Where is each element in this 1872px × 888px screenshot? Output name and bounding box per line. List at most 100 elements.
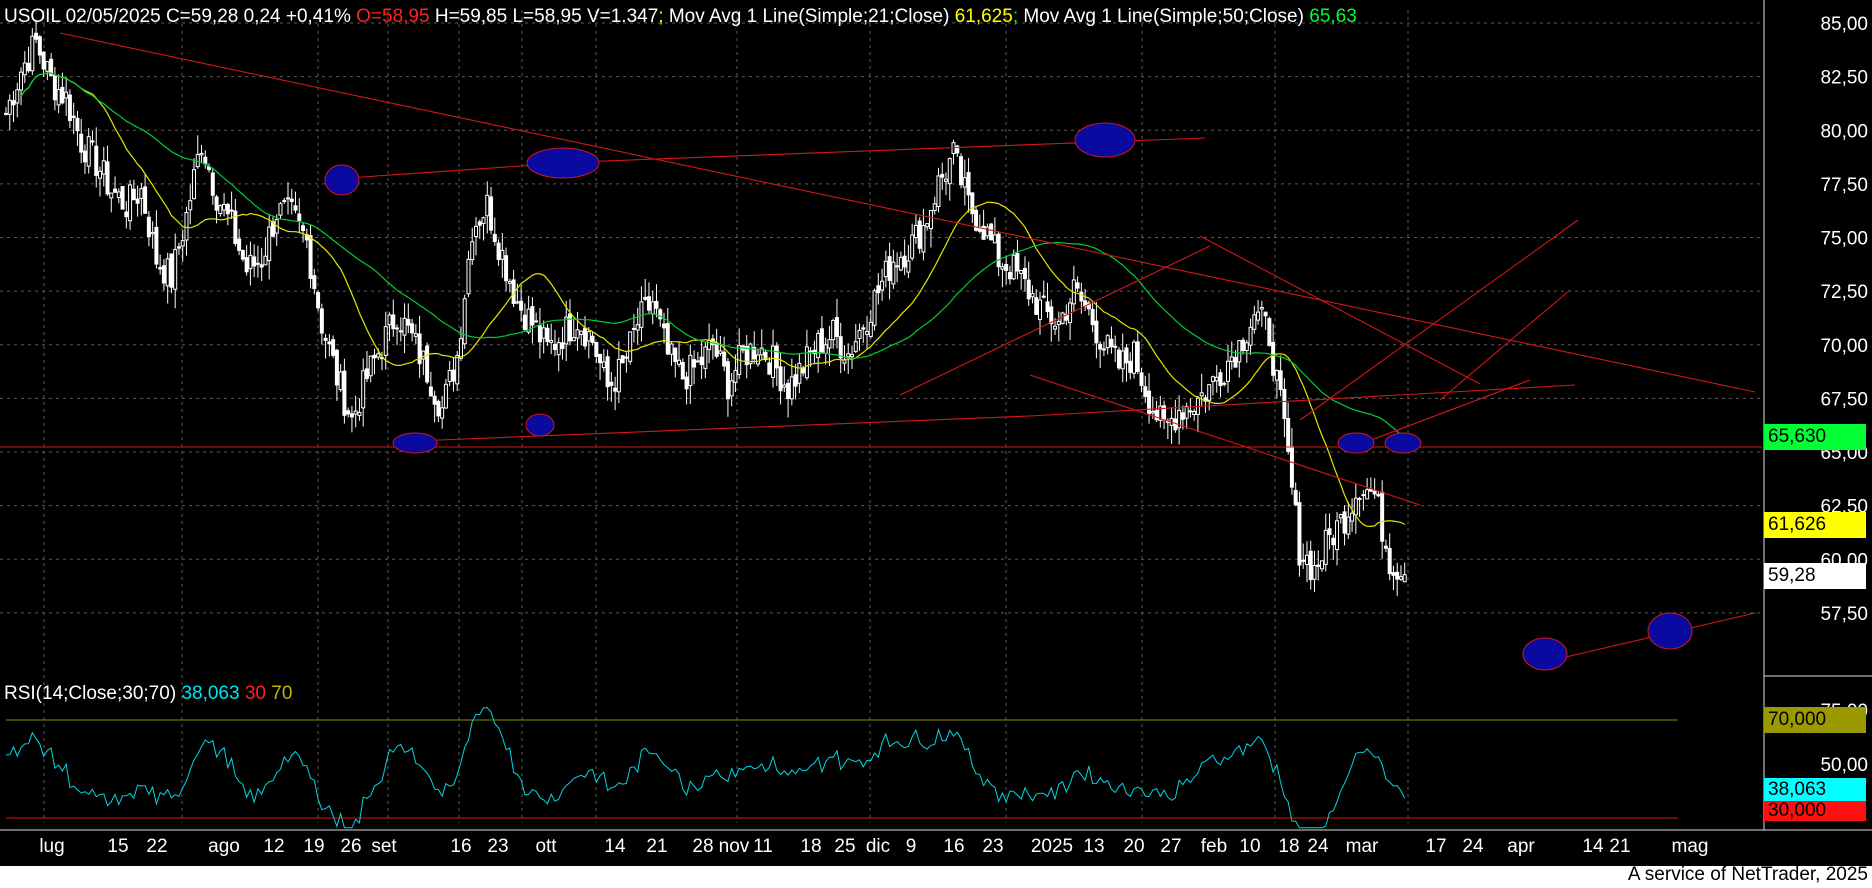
candle-body (188, 200, 193, 211)
candle-body (887, 256, 892, 282)
trendline (1199, 235, 1481, 385)
candle-body (282, 199, 287, 203)
candle-body (650, 301, 655, 315)
ma21-line (20, 72, 1405, 528)
candle-body (1218, 372, 1223, 387)
candle-body (4, 112, 8, 115)
candle-body (925, 223, 930, 228)
candle-body (1007, 272, 1012, 280)
candle-body (1086, 302, 1091, 310)
highlight-ellipse (526, 147, 600, 179)
candle-body (1113, 345, 1118, 348)
candle-body (1289, 446, 1294, 488)
candle-body (1180, 412, 1185, 420)
candle-body (105, 161, 110, 195)
candle-body (1263, 311, 1268, 317)
candle-body (270, 221, 275, 237)
candle-body (301, 225, 306, 232)
candle-body (985, 226, 990, 237)
candle-body (1293, 489, 1298, 506)
candle-body (413, 333, 418, 337)
candle-body (850, 353, 854, 358)
candle-body (1274, 370, 1279, 381)
candle-body (729, 380, 734, 397)
candle-body (1004, 263, 1009, 271)
candle-body (786, 382, 791, 399)
ma50-value: 65,63 (1309, 6, 1357, 27)
candle-body (248, 254, 253, 270)
candle-body (139, 188, 144, 199)
candle-body (906, 260, 911, 273)
candle-body (128, 184, 133, 222)
candle-body (1376, 493, 1381, 497)
candle-body (703, 346, 708, 369)
candle-body (443, 383, 448, 409)
candle-body (831, 319, 836, 341)
candle-body (853, 341, 858, 352)
candle-body (143, 186, 148, 214)
candle-body (466, 258, 471, 295)
x-tick-label: ago (208, 836, 240, 857)
trendline (414, 415, 1031, 442)
candle-body (11, 100, 16, 106)
candle-body (763, 351, 768, 361)
candle-body (203, 156, 208, 165)
candle-body (387, 314, 392, 326)
candle-body (357, 411, 362, 416)
candle-body (383, 326, 388, 356)
x-tick-label: apr (1507, 836, 1535, 857)
candle-body (865, 330, 870, 335)
candle-body (1308, 550, 1313, 581)
candle-body (1301, 559, 1306, 562)
candle-body (662, 323, 666, 329)
candle-body (797, 362, 802, 384)
candle-body (759, 347, 764, 356)
candle-body (353, 410, 358, 415)
ma21-tag: 61,626 (1764, 512, 1866, 538)
candle-body (1199, 392, 1204, 397)
candle-body (819, 328, 824, 354)
price-tick-label: 72,50 (1820, 282, 1868, 303)
candle-body (286, 197, 290, 200)
candle-body (1150, 411, 1155, 414)
candle-body (432, 395, 437, 405)
candle-body (49, 58, 54, 77)
rsi70-tag: 70,000 (1764, 707, 1866, 733)
candle-body (1128, 360, 1133, 373)
candle-body (410, 323, 415, 334)
candle-body (428, 386, 433, 397)
rsi-value: 38,063 (181, 683, 240, 704)
candle-body (1011, 254, 1016, 280)
candle-body (823, 344, 828, 354)
trendline (59, 32, 1756, 393)
candle-body (349, 413, 354, 418)
trendline (1299, 219, 1579, 421)
candle-body (936, 175, 941, 208)
candle-body (1094, 320, 1099, 344)
candle-body (169, 253, 174, 288)
x-tick-label: 20 (1123, 836, 1144, 857)
candle-body (218, 205, 223, 215)
x-tick-label: 11 (753, 836, 773, 857)
candle-body (263, 255, 268, 266)
candle-body (673, 347, 678, 363)
price-tick-label: 82,50 (1820, 68, 1868, 89)
candle-body (684, 376, 689, 390)
x-tick-label: 14 (1582, 836, 1604, 857)
candle-body (165, 258, 170, 287)
axes: 85,00 82,50 80,00 77,50 75,00 72,50 70,00 67,50… (0, 0, 1872, 857)
price-tick-label: 80,00 (1820, 121, 1868, 142)
candle-body (1064, 313, 1069, 321)
candle-body (714, 342, 719, 357)
candle-body (37, 36, 42, 56)
rsi-high: 70 (271, 683, 293, 704)
candle-body (477, 221, 482, 226)
candle-body (1395, 571, 1400, 580)
x-tick-label: 22 (146, 836, 167, 857)
candle-body (161, 265, 166, 284)
candle-body (184, 212, 189, 241)
x-tick-label: 23 (487, 836, 508, 857)
candle-body (1147, 390, 1152, 415)
candle-body (1090, 308, 1095, 326)
candle-body (496, 242, 501, 260)
